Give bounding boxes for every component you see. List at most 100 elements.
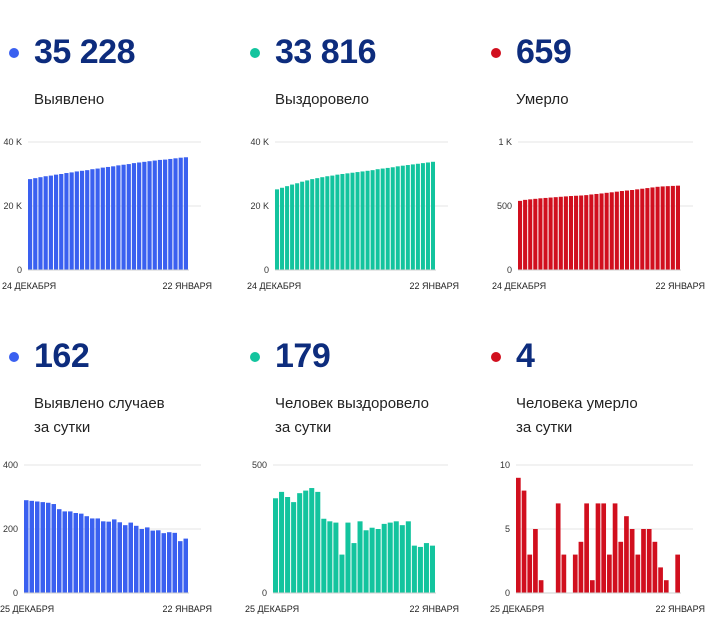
bar [74, 171, 79, 270]
y-tick-label: 10 [500, 460, 510, 470]
bar [365, 170, 370, 270]
bar [375, 529, 381, 593]
bar [521, 490, 527, 593]
bar [117, 522, 122, 593]
stat-label-line: за сутки [34, 419, 91, 436]
bar [387, 522, 393, 593]
bar [619, 191, 624, 270]
legend-dot-icon [491, 352, 501, 362]
bar [134, 525, 139, 593]
bar [275, 189, 280, 270]
bar [90, 518, 95, 593]
bar [650, 187, 655, 270]
bar [646, 529, 652, 593]
bar [147, 161, 152, 270]
bar [579, 195, 584, 270]
bar [665, 186, 670, 270]
bar [38, 177, 43, 270]
bar [612, 503, 618, 593]
bar [516, 477, 521, 593]
bar [574, 195, 579, 270]
bar [95, 168, 100, 270]
bar [417, 546, 423, 593]
x-tick-label-start: 24 ДЕКАБРЯ [247, 281, 301, 291]
stat-label: Выявлено случаев за сутки [34, 392, 165, 440]
bar [305, 180, 310, 270]
bar [178, 157, 183, 270]
bar [145, 527, 150, 593]
bar [670, 185, 675, 270]
y-tick-label: 20 K [3, 201, 22, 211]
y-tick-label: 1 K [498, 137, 512, 147]
bar [280, 187, 285, 270]
bar [624, 516, 629, 593]
bar-chart: 0 20 K 40 K 24 ДЕКАБРЯ 22 ЯНВАРЯ [247, 137, 459, 291]
y-tick-label: 20 K [250, 201, 269, 211]
bar [309, 488, 315, 593]
bar [279, 491, 285, 593]
bar [538, 198, 543, 270]
bar [116, 165, 121, 270]
bar [300, 181, 305, 270]
bar [357, 521, 363, 593]
bar [405, 165, 410, 270]
bar [137, 162, 142, 270]
stat-value: 659 [516, 33, 572, 71]
bar [183, 538, 188, 593]
bar [584, 503, 589, 593]
bar [126, 164, 131, 270]
y-tick-label: 5 [505, 524, 510, 534]
bar [139, 529, 144, 593]
bar [655, 186, 660, 270]
bar [273, 498, 279, 593]
bar [675, 554, 680, 593]
bar [297, 493, 303, 593]
bar [355, 172, 360, 270]
stat-value: 4 [516, 337, 535, 375]
bar [589, 580, 595, 593]
stat-value: 179 [275, 337, 331, 375]
y-tick-label: 500 [497, 201, 512, 211]
bar [173, 158, 178, 270]
bar [163, 159, 168, 270]
bar [325, 176, 330, 270]
bar [599, 193, 604, 270]
bar [123, 525, 128, 593]
bar [57, 509, 62, 593]
bar [411, 545, 417, 593]
bar [150, 530, 155, 593]
bar [59, 174, 64, 270]
bar [635, 554, 641, 593]
bar [538, 580, 544, 593]
bar [79, 170, 85, 270]
bar [28, 179, 33, 270]
bar [100, 167, 105, 270]
bar [285, 497, 291, 593]
x-tick-label-start: 24 ДЕКАБРЯ [2, 281, 56, 291]
bar [518, 200, 523, 270]
bar [327, 521, 333, 593]
bar [555, 503, 561, 593]
bar [533, 529, 538, 593]
bar [584, 195, 589, 270]
bar [33, 178, 38, 270]
bar [399, 525, 405, 593]
x-tick-label-start: 25 ДЕКАБРЯ [245, 604, 299, 614]
bar [95, 518, 100, 593]
bar [618, 541, 624, 593]
bar [310, 179, 315, 270]
stat-panel: 35 228 Выявлено 0 20 K 40 K 24 ДЕКАБРЯ 22 ЯНВА… [0, 0, 241, 310]
stat-label: Умерло [516, 88, 569, 112]
bar [73, 513, 78, 593]
y-tick-label: 0 [507, 265, 512, 275]
bar [321, 518, 327, 593]
y-tick-label: 200 [3, 524, 18, 534]
bar [553, 197, 558, 270]
bar [405, 521, 411, 593]
bar [69, 172, 74, 270]
bar [340, 174, 345, 270]
bar [128, 522, 133, 593]
x-tick-label-end: 22 ЯНВАРЯ [409, 281, 459, 291]
x-tick-label-end: 22 ЯНВАРЯ [162, 604, 212, 614]
bar [333, 522, 339, 593]
